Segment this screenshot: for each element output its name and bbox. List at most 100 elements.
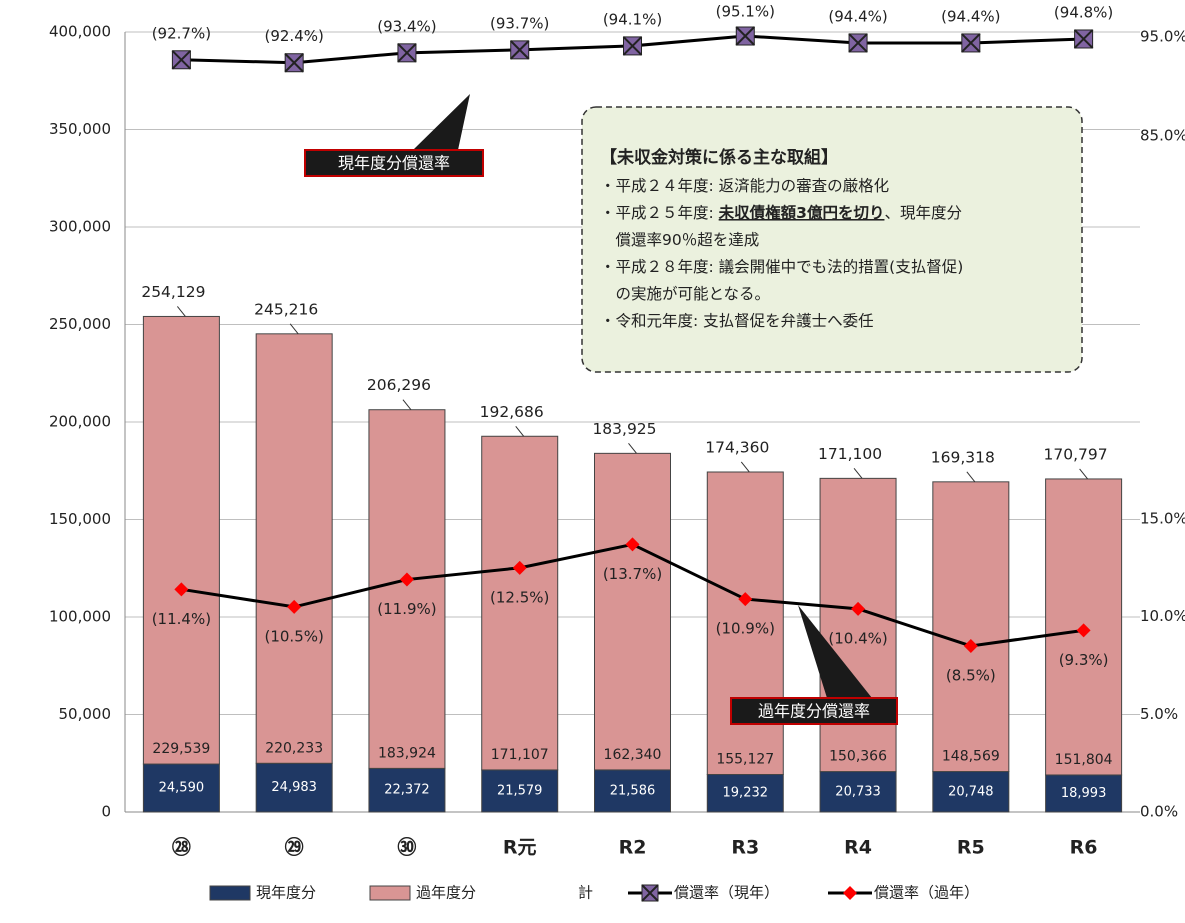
total-label: 183,925	[592, 420, 656, 438]
y2-tick-label: 5.0%	[1140, 705, 1178, 723]
y2-tick-label: 85.0%	[1140, 127, 1185, 145]
rate-marker	[961, 33, 981, 53]
rate-label: (94.4%)	[828, 7, 887, 25]
note-box	[581, 106, 1083, 373]
rate-label: (9.3%)	[1059, 651, 1109, 669]
data-label: 151,804	[1055, 752, 1113, 768]
y-tick-label: 150,000	[49, 510, 111, 528]
callout-pointer	[798, 605, 872, 698]
x-tick-label: ㉚	[397, 836, 416, 859]
total-leader	[402, 399, 412, 411]
legend-swatch	[209, 885, 251, 901]
callout-text: 過年度分償還率	[758, 702, 870, 721]
rate-label: (93.7%)	[490, 14, 549, 32]
y-tick-label: 300,000	[49, 218, 111, 236]
bar-segment	[481, 769, 559, 813]
marker-x	[171, 50, 192, 70]
bar-segment	[819, 477, 897, 773]
data-label: 148,569	[942, 749, 1000, 765]
total-leader	[515, 425, 525, 437]
rate-label: (12.5%)	[490, 588, 549, 606]
rate-marker	[625, 537, 640, 552]
total-leader	[628, 443, 637, 454]
total-label: 169,318	[931, 448, 995, 466]
rate-label: (95.1%)	[716, 3, 775, 21]
marker-x	[961, 33, 981, 53]
rate-label: (10.4%)	[828, 629, 887, 647]
callout-box	[304, 149, 484, 177]
bar-segment	[255, 762, 333, 813]
note-segment: ・平成２５年度:	[600, 204, 719, 222]
total-label: 171,100	[818, 445, 882, 463]
x-tick-label: R2	[619, 837, 647, 859]
marker-x	[735, 26, 755, 46]
y2-tick-label: 95.0%	[1140, 28, 1185, 46]
y-tick-label: 250,000	[49, 315, 111, 333]
legend-label: 過年度分	[416, 884, 476, 902]
bar-segment	[368, 767, 446, 813]
marker-x	[848, 33, 868, 53]
rate-marker	[622, 36, 643, 56]
total-label: 174,360	[705, 438, 769, 456]
legend-label: 償還率（過年）	[874, 884, 979, 902]
total-label: 254,129	[141, 283, 205, 301]
note-title: 【未収金対策に係る主な取組】	[600, 147, 838, 168]
rate-marker	[735, 26, 755, 46]
legend-marker	[641, 884, 659, 902]
y-tick-label: 100,000	[49, 608, 111, 626]
note-segment: 未収債権額3億円を切り	[718, 203, 885, 222]
callout-pointer	[413, 94, 470, 150]
bar-segment	[368, 409, 446, 769]
note-line: ・平成２５年度: 未収債権額3億円を切り、現年度分	[600, 203, 962, 222]
marker-x	[510, 40, 530, 60]
data-label: 229,539	[152, 741, 210, 757]
marker-x	[284, 53, 304, 73]
data-label: 171,107	[491, 747, 549, 763]
note-segment: ・平成２８年度: 議会開催中でも法的措置(支払督促)	[600, 258, 963, 276]
rate-label: (11.9%)	[377, 600, 436, 618]
rate-marker	[1073, 29, 1094, 49]
rate-marker	[1076, 623, 1091, 638]
bar-segment	[932, 771, 1010, 813]
total-label: 206,296	[367, 376, 431, 394]
data-label: 24,983	[271, 780, 317, 795]
rate-marker	[963, 638, 978, 653]
total-label: 245,216	[254, 300, 318, 318]
note-segment: 、現年度分	[884, 204, 962, 222]
rate-marker	[287, 599, 302, 614]
data-label: 162,340	[604, 747, 662, 763]
x-tick-label: ㉙	[285, 836, 304, 859]
note-line: 償還率90％超を達成	[600, 231, 759, 249]
y2-tick-label: 0.0%	[1140, 803, 1178, 821]
bar-segment	[594, 769, 671, 813]
legend-label: 計	[578, 884, 593, 902]
rate-marker	[851, 601, 866, 616]
data-label: 18,993	[1061, 786, 1107, 801]
rate-marker	[399, 572, 414, 587]
total-leader	[289, 323, 299, 335]
legend-label: 償還率（現年）	[674, 884, 779, 902]
callout-text: 現年度分償還率	[338, 154, 450, 173]
rate-marker	[397, 43, 417, 63]
total-leader	[740, 461, 750, 473]
x-tick-label: ㉘	[172, 836, 191, 859]
x-tick-label: R元	[503, 837, 537, 859]
data-label: 21,579	[497, 783, 543, 798]
rate-label: (8.5%)	[946, 666, 996, 684]
bar-segment	[932, 481, 1010, 773]
rate-label: (10.5%)	[264, 627, 323, 645]
rate-marker	[174, 582, 189, 597]
marker-x	[397, 43, 417, 63]
rate-label: (94.1%)	[603, 10, 662, 28]
data-label: 19,232	[723, 786, 769, 801]
rate-label: (11.4%)	[152, 610, 211, 628]
rate-marker	[848, 33, 868, 53]
y2-tick-label: 15.0%	[1140, 510, 1185, 528]
y-tick-label: 50,000	[59, 705, 112, 723]
y2-tick-label: 10.0%	[1140, 607, 1185, 625]
note-line: の実施が可能となる。	[600, 285, 770, 303]
bar-segment	[481, 435, 559, 771]
rate-label: (13.7%)	[603, 565, 662, 583]
data-label: 22,372	[384, 783, 430, 798]
